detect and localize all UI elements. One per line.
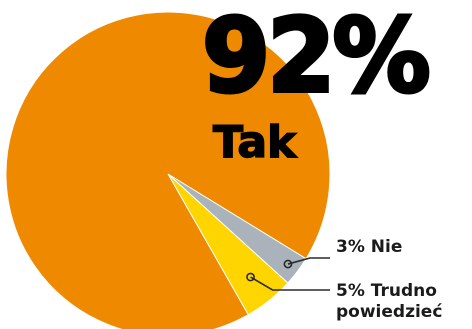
annotation-nie-label: Nie — [370, 237, 403, 257]
annotation-trudno: 5% Trudno powiedzieć — [336, 281, 442, 323]
highlight-percent: 92% — [200, 0, 432, 116]
annotation-trudno-line-2: powiedzieć — [336, 302, 443, 322]
annotation-nie-value: 3% — [336, 237, 365, 257]
annotation-nie: 3% Nie — [336, 237, 402, 258]
annotation-trudno-line-1: 5% Trudno — [336, 281, 437, 301]
highlight-label: Tak — [212, 117, 297, 168]
leader-dot — [283, 259, 293, 269]
leader-dot — [246, 272, 255, 282]
leader-line — [250, 276, 330, 291]
pie-slice-tak — [5, 11, 331, 329]
leader-line — [287, 257, 330, 265]
